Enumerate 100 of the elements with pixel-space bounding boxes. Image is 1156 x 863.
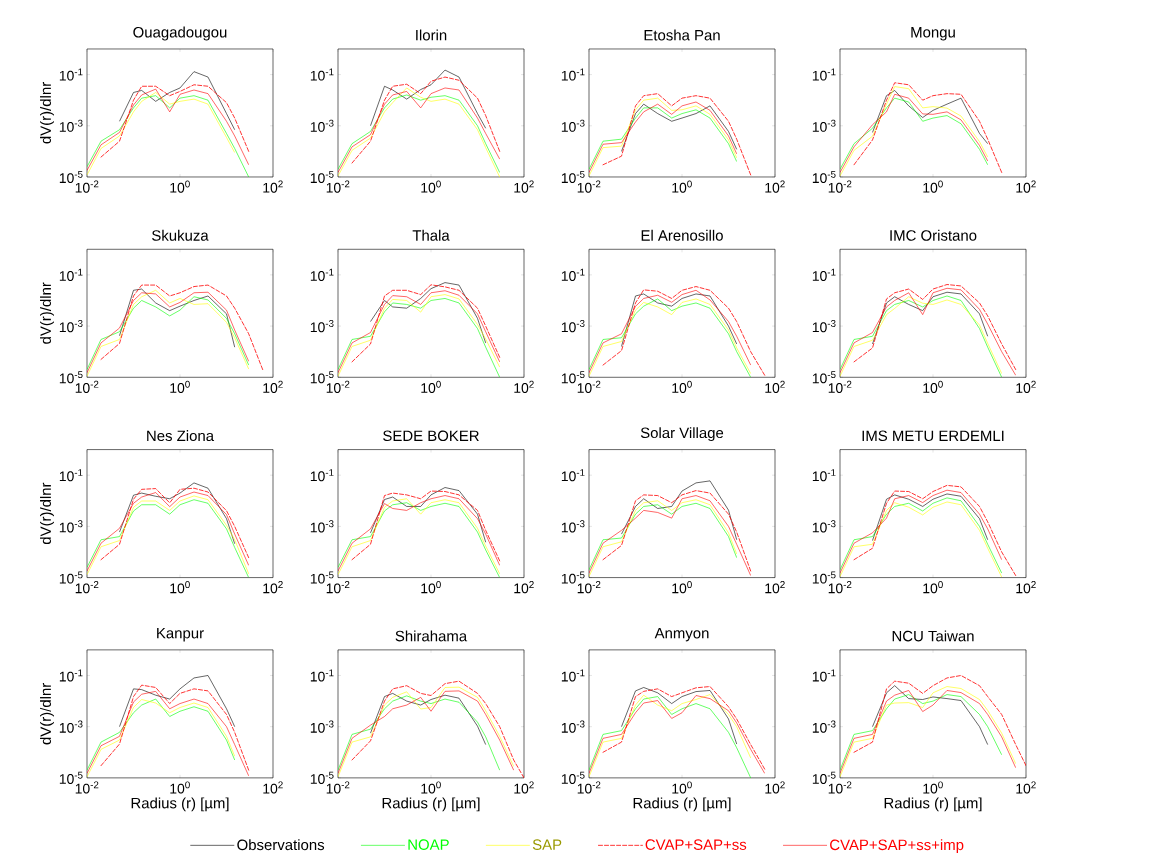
x-tick-label: 10$^{0}$ — [923, 781, 943, 794]
x-tick-label: 10$^{0}$ — [170, 581, 190, 594]
x-tick-label: 10$^{2}$ — [1016, 781, 1036, 794]
x-tick-label: 10$^{2}$ — [514, 581, 534, 594]
x-tick-label: 10$^{2}$ — [765, 781, 785, 794]
y-tick-label: 10$^{-1}$ — [310, 469, 334, 482]
y-tick-label: 10$^{-1}$ — [561, 669, 585, 682]
x-tick-label: 10$^{-2}$ — [75, 781, 99, 794]
chart-title: IMC Oristano — [890, 229, 977, 241]
chart-title: SEDE BOKER — [383, 430, 479, 442]
y-tick-label: 10$^{-5}$ — [310, 571, 334, 584]
x-tick-label: 10$^{0}$ — [170, 380, 190, 393]
chart-title: Thala — [412, 229, 450, 241]
x-tick-label: 10$^{0}$ — [672, 581, 692, 594]
chart-title: IMS METU ERDEMLI — [862, 430, 1004, 442]
x-axis-title: Radius (r) [µm] — [382, 797, 480, 812]
y-tick-label: 10$^{-3}$ — [812, 119, 836, 132]
y-tick-label: 10$^{-3}$ — [59, 320, 83, 333]
x-tick-label: 10$^{-2}$ — [326, 781, 350, 794]
x-tick-label: 10$^{2}$ — [765, 180, 785, 193]
x-tick-label: 10$^{2}$ — [263, 581, 283, 594]
y-tick-label: 10$^{-5}$ — [812, 571, 836, 584]
y-tick-label: 10$^{-3}$ — [561, 119, 585, 132]
chart-title: Solar Village — [640, 427, 724, 442]
y-tick-label: 10$^{-1}$ — [59, 68, 83, 81]
x-tick-label: 10$^{-2}$ — [828, 781, 852, 794]
x-axis-title: Radius (r) [µm] — [633, 797, 731, 812]
y-tick-label: 10$^{-3}$ — [812, 720, 836, 733]
x-tick-label: 10$^{-2}$ — [577, 781, 601, 794]
x-tick-label: 10$^{2}$ — [514, 180, 534, 193]
x-tick-label: 10$^{0}$ — [170, 180, 190, 193]
chart-title: Etosha Pan — [644, 29, 720, 41]
chart-title: Nes Ziona — [147, 430, 215, 442]
chart-title: Anmyon — [654, 628, 709, 642]
y-tick-label: 10$^{-1}$ — [812, 669, 836, 682]
y-tick-label: 10$^{-1}$ — [310, 669, 334, 682]
x-tick-label: 10$^{-2}$ — [326, 581, 350, 594]
y-tick-label: 10$^{-1}$ — [812, 68, 836, 81]
y-tick-label: 10$^{-3}$ — [561, 520, 585, 533]
y-tick-label: 10$^{-3}$ — [59, 520, 83, 533]
y-axis-title: dV(r)/dlnr — [40, 683, 54, 745]
y-tick-label: 10$^{-3}$ — [812, 520, 836, 533]
x-tick-label: 10$^{2}$ — [1016, 180, 1036, 193]
legend-label: CVAP+SAP+ss — [645, 839, 747, 850]
x-tick-label: 10$^{0}$ — [170, 781, 190, 794]
y-tick-label: 10$^{-1}$ — [310, 268, 334, 281]
x-tick-label: 10$^{2}$ — [765, 380, 785, 393]
y-tick-label: 10$^{-1}$ — [561, 68, 585, 81]
legend-label: CVAP+SAP+ss+imp — [830, 839, 964, 854]
x-tick-label: 10$^{2}$ — [263, 781, 283, 794]
y-tick-label: 10$^{-3}$ — [561, 720, 585, 733]
y-tick-label: 10$^{-5}$ — [59, 571, 83, 584]
chart-title: Kanpur — [157, 628, 204, 642]
chart-title: Shirahama — [395, 630, 468, 642]
x-tick-label: 10$^{0}$ — [421, 581, 441, 594]
x-tick-label: 10$^{-2}$ — [75, 581, 99, 594]
x-tick-label: 10$^{2}$ — [1016, 581, 1036, 594]
chart-title: NCU Taiwan — [892, 630, 974, 642]
x-tick-label: 10$^{2}$ — [1016, 380, 1036, 393]
y-tick-label: 10$^{-1}$ — [59, 268, 83, 281]
y-tick-label: 10$^{-3}$ — [310, 520, 334, 533]
legend-label: SAP — [532, 839, 562, 850]
chart-title: Ouagadougou — [133, 26, 227, 41]
y-axis-title: dV(r)/dlnr — [40, 482, 54, 545]
x-tick-label: 10$^{0}$ — [421, 781, 441, 794]
y-tick-label: 10$^{-1}$ — [310, 68, 334, 81]
x-tick-label: 10$^{-2}$ — [577, 581, 601, 594]
y-tick-label: 10$^{-5}$ — [561, 571, 585, 584]
y-tick-label: 10$^{-1}$ — [561, 469, 585, 482]
legend-label: Observations — [237, 839, 325, 851]
x-tick-label: 10$^{0}$ — [421, 180, 441, 193]
y-tick-label: 10$^{-1}$ — [59, 669, 83, 682]
y-tick-label: 10$^{-1}$ — [59, 469, 83, 482]
y-tick-label: 10$^{-3}$ — [310, 320, 334, 333]
y-tick-label: 10$^{-3}$ — [812, 320, 836, 333]
x-tick-label: 10$^{2}$ — [514, 380, 534, 393]
x-tick-label: 10$^{2}$ — [765, 581, 785, 594]
chart-title: Ilorin — [416, 29, 447, 41]
x-tick-label: 10$^{0}$ — [421, 380, 441, 393]
x-tick-label: 10$^{0}$ — [923, 380, 943, 393]
chart-title: Skukuza — [152, 229, 209, 241]
x-tick-label: 10$^{-2}$ — [828, 581, 852, 594]
x-tick-label: 10$^{2}$ — [263, 380, 283, 393]
y-axis-title: dV(r)/dlnr — [40, 82, 54, 144]
y-tick-label: 10$^{-5}$ — [310, 771, 334, 784]
x-tick-label: 10$^{2}$ — [263, 180, 283, 193]
chart-title: Mongu — [911, 27, 955, 41]
y-tick-label: 10$^{-3}$ — [59, 119, 83, 132]
x-axis-title: Radius (r) [µm] — [131, 797, 229, 812]
y-axis-title: dV(r)/dlnr — [40, 282, 54, 344]
chart-title: El Arenosillo — [641, 229, 723, 241]
x-tick-label: 10$^{0}$ — [672, 781, 692, 794]
y-tick-label: 10$^{-5}$ — [812, 771, 836, 784]
x-tick-label: 10$^{0}$ — [672, 180, 692, 193]
y-tick-label: 10$^{-1}$ — [812, 268, 836, 281]
y-tick-label: 10$^{-3}$ — [561, 320, 585, 333]
x-axis-title: Radius (r) [µm] — [884, 797, 982, 812]
y-tick-label: 10$^{-5}$ — [561, 771, 585, 784]
y-tick-label: 10$^{-3}$ — [310, 119, 334, 132]
y-tick-label: 10$^{-1}$ — [812, 469, 836, 482]
